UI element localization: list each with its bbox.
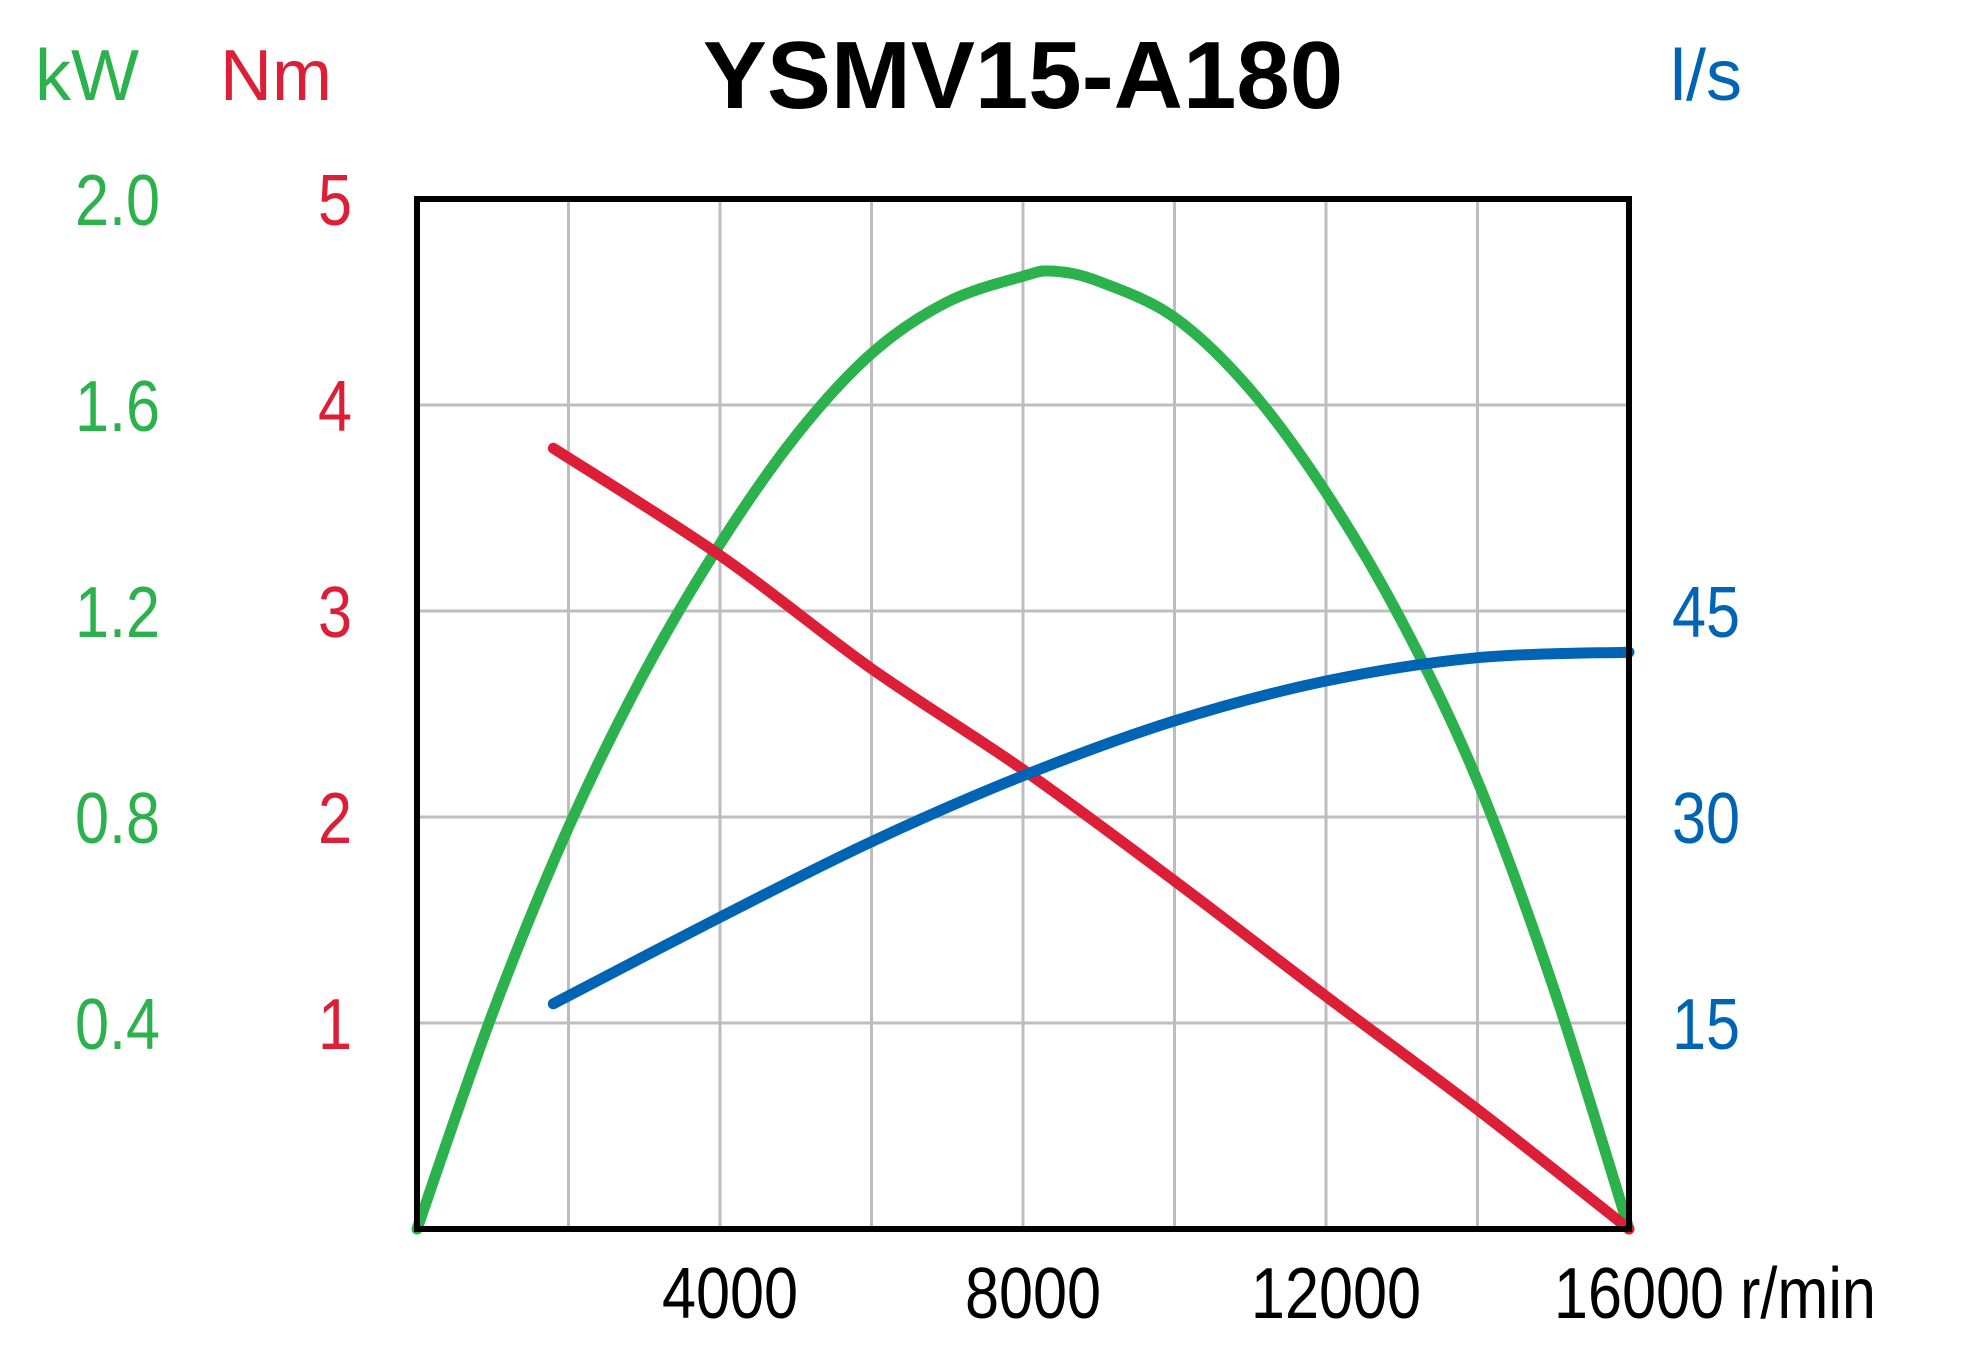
series-line-power (411, 265, 1635, 1235)
flow-tick-label: 45 (1672, 573, 1740, 653)
x-tick-label: 12000 (1251, 1254, 1421, 1334)
series-line-torque (547, 442, 1635, 1235)
power-tick-label: 2.0 (75, 161, 160, 241)
power-tick-label: 1.2 (75, 573, 160, 653)
x-axis-label: r/min (1740, 1254, 1876, 1334)
plot-frame (414, 196, 1632, 1232)
torque-tick-label: 5 (318, 161, 352, 241)
power-axis-unit: kW (35, 36, 139, 116)
torque-tick-label: 3 (318, 573, 352, 653)
flow-tick-label: 30 (1672, 779, 1740, 859)
series-lines (411, 265, 1635, 1235)
chart-title: YSMV15-A180 (703, 22, 1343, 129)
torque-axis-unit: Nm (220, 36, 332, 116)
tick-labels: 4000 8000 12000 160000.40.81.21.62.01234515… (75, 161, 1740, 1334)
series-line-flow (547, 646, 1635, 1010)
power-tick-label: 0.4 (75, 985, 160, 1065)
x-tick-label: 16000 (1554, 1254, 1724, 1334)
flow-axis-unit: l/s (1670, 36, 1742, 116)
power-tick-label: 1.6 (75, 367, 160, 447)
flow-tick-label: 15 (1672, 985, 1740, 1065)
grid (417, 199, 1629, 1229)
torque-tick-label: 1 (318, 985, 352, 1065)
torque-tick-label: 4 (318, 367, 352, 447)
x-tick-label: 8000 (965, 1254, 1101, 1334)
power-tick-label: 0.8 (75, 779, 160, 859)
x-tick-label: 4000 (662, 1254, 798, 1334)
torque-tick-label: 2 (318, 779, 352, 859)
